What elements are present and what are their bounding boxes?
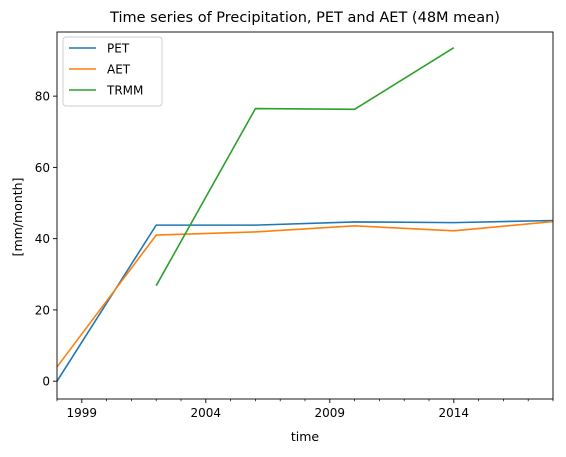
series-line-aet [56, 220, 554, 368]
legend: PET AET TRMM [62, 36, 163, 107]
y-tick-label: 60 [35, 161, 50, 175]
legend-label-pet: PET [107, 42, 130, 56]
x-tick-label: 2014 [439, 406, 470, 420]
y-tick-label: 0 [42, 375, 50, 389]
legend-box [62, 36, 163, 107]
y-tick-label: 20 [35, 303, 50, 317]
x-axis-label: time [291, 429, 320, 444]
y-tick-label: 40 [35, 232, 50, 246]
legend-label-trmm: TRMM [106, 84, 143, 98]
y-tick-label: 80 [35, 90, 50, 104]
y-axis-label: [mm/month] [10, 178, 25, 257]
axes: 0 20 40 60 80 1999 2004 2009 2014 [35, 31, 554, 420]
series-line-trmm [155, 47, 455, 287]
plot-area [56, 47, 554, 382]
legend-label-aet: AET [107, 63, 131, 77]
x-tick-label: 2009 [315, 406, 346, 420]
series-line-pet [56, 219, 554, 382]
x-tick-label: 1999 [67, 406, 98, 420]
x-tick-label: 2004 [191, 406, 222, 420]
chart-title: Time series of Precipitation, PET and AE… [109, 10, 500, 26]
